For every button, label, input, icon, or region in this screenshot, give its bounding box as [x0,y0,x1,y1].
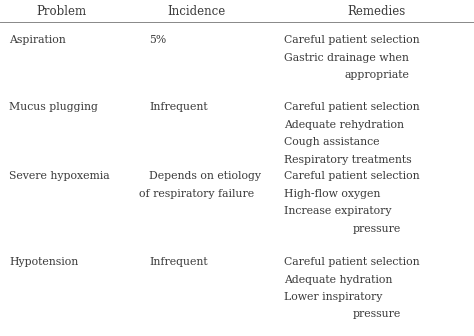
Text: Hypotension: Hypotension [9,257,79,267]
Text: Cough assistance: Cough assistance [284,137,380,148]
Text: Remedies: Remedies [348,5,406,18]
Text: pressure: pressure [353,224,401,234]
Text: Aspiration: Aspiration [9,35,66,45]
Text: Careful patient selection: Careful patient selection [284,257,420,267]
Text: Mucus plugging: Mucus plugging [9,102,99,113]
Text: Careful patient selection: Careful patient selection [284,171,420,181]
Text: Careful patient selection: Careful patient selection [284,102,420,113]
Text: Depends on etiology: Depends on etiology [149,171,261,181]
Text: Careful patient selection: Careful patient selection [284,35,420,45]
Text: Gastric drainage when: Gastric drainage when [284,53,409,63]
Text: 5%: 5% [149,35,166,45]
Text: of respiratory failure: of respiratory failure [139,189,254,199]
Text: appropriate: appropriate [345,70,409,80]
Text: Problem: Problem [36,5,87,18]
Text: Infrequent: Infrequent [149,102,208,113]
Text: High-flow oxygen: High-flow oxygen [284,189,381,199]
Text: Severe hypoxemia: Severe hypoxemia [9,171,110,181]
Text: Adequate hydration: Adequate hydration [284,275,393,285]
Text: Incidence: Incidence [168,5,226,18]
Text: Infrequent: Infrequent [149,257,208,267]
Text: Adequate rehydration: Adequate rehydration [284,120,404,130]
Text: Respiratory treatments: Respiratory treatments [284,155,412,165]
Text: Lower inspiratory: Lower inspiratory [284,292,383,302]
Text: pressure: pressure [353,309,401,320]
Text: Increase expiratory: Increase expiratory [284,206,392,216]
